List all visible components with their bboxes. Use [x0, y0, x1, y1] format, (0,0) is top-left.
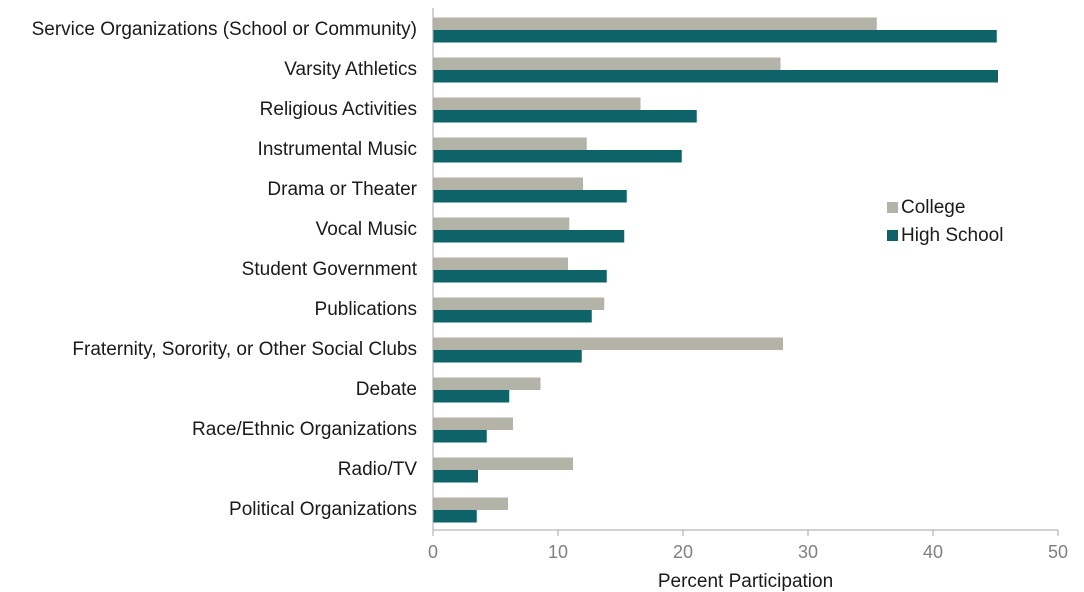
category-label: Varsity Athletics [284, 59, 417, 80]
category-label: Fraternity, Sorority, or Other Social Cl… [72, 339, 417, 360]
category-label: Publications [315, 299, 417, 320]
bar-high-school [433, 310, 592, 323]
bar-college [433, 457, 573, 470]
bar-high-school [433, 350, 582, 363]
x-tick-label: 40 [923, 542, 943, 562]
category-label: Vocal Music [316, 219, 417, 240]
category-label: Drama or Theater [267, 179, 417, 200]
legend-swatch-high-school [887, 230, 898, 241]
category-label: Political Organizations [229, 499, 417, 520]
x-tick-label: 50 [1048, 542, 1068, 562]
category-label: Radio/TV [338, 459, 418, 480]
bar-college [433, 217, 570, 230]
bar-college [433, 97, 641, 110]
category-labels: Service Organizations (School or Communi… [32, 19, 418, 520]
category-label: Religious Activities [260, 99, 417, 120]
bar-high-school [433, 510, 477, 523]
category-label: Race/Ethnic Organizations [192, 419, 417, 440]
bar-high-school [433, 70, 998, 83]
bar-high-school [433, 30, 997, 43]
bar-high-school [433, 110, 697, 123]
x-tick-label: 20 [673, 542, 693, 562]
x-axis-title: Percent Participation [658, 571, 833, 592]
bar-high-school [433, 190, 627, 203]
x-tick-label: 30 [798, 542, 818, 562]
legend-swatch-college [887, 202, 898, 213]
category-label: Instrumental Music [258, 139, 417, 160]
bar-college [433, 257, 568, 270]
bar-high-school [433, 270, 607, 283]
category-label: Student Government [242, 259, 418, 280]
bar-high-school [433, 390, 510, 403]
bar-college [433, 297, 605, 310]
bar-college [433, 17, 877, 30]
bar-college [433, 497, 508, 510]
bar-college [433, 177, 583, 190]
bar-college [433, 337, 783, 350]
x-axis-ticks: 0 10 20 30 40 50 [428, 530, 1068, 562]
bar-college [433, 417, 513, 430]
bar-college [433, 57, 781, 70]
category-label: Debate [356, 379, 417, 400]
category-label: Service Organizations (School or Communi… [32, 19, 417, 40]
bar-high-school [433, 230, 625, 243]
legend-label: College [901, 197, 965, 218]
bar-college [433, 377, 541, 390]
legend-label: High School [901, 225, 1003, 246]
bar-high-school [433, 150, 682, 163]
bar-high-school [433, 470, 478, 483]
bars [433, 17, 998, 523]
x-tick-label: 0 [428, 542, 438, 562]
x-tick-label: 10 [548, 542, 568, 562]
bar-college [433, 137, 587, 150]
bar-high-school [433, 430, 487, 443]
legend: College High School [887, 197, 1003, 246]
